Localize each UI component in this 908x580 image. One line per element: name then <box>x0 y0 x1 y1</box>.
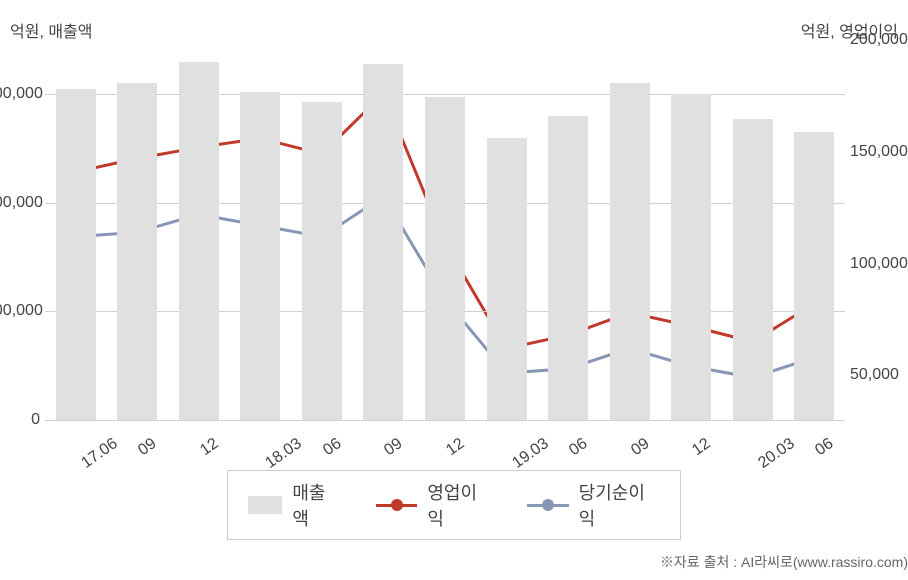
y-tick-right: 200,000 <box>850 31 908 49</box>
x-tick: 12 <box>689 435 714 460</box>
x-tick: 06 <box>320 435 345 460</box>
legend-line1-swatch <box>376 504 417 507</box>
legend-line2-label: 당기순이익 <box>579 479 660 531</box>
x-tick: 17.06 <box>78 435 121 473</box>
chart-container: 억원, 매출액 억원, 영업이익 0200,000400,000600,0005… <box>0 0 908 580</box>
x-tick: 09 <box>382 435 407 460</box>
y-tick-right: 50,000 <box>850 366 908 384</box>
y-tick-left: 200,000 <box>0 302 40 320</box>
legend: 매출액 영업이익 당기순이익 <box>227 470 681 540</box>
y-tick-left: 0 <box>0 411 40 429</box>
x-tick: 20.03 <box>755 435 798 473</box>
bar <box>240 92 280 420</box>
y-tick-right: 100,000 <box>850 255 908 273</box>
x-tick: 09 <box>628 435 653 460</box>
x-tick: 09 <box>136 435 161 460</box>
y-tick-right: 150,000 <box>850 143 908 161</box>
bar <box>548 116 588 420</box>
bar <box>671 94 711 420</box>
x-tick: 06 <box>812 435 837 460</box>
bar <box>733 119 773 420</box>
bar <box>179 62 219 420</box>
legend-item-line1: 영업이익 <box>376 479 492 531</box>
gridline <box>45 420 845 421</box>
x-tick: 18.03 <box>263 435 306 473</box>
bar <box>363 64 403 420</box>
y-tick-left: 600,000 <box>0 85 40 103</box>
legend-line1-label: 영업이익 <box>427 479 492 531</box>
x-tick: 19.03 <box>509 435 552 473</box>
legend-item-bars: 매출액 <box>248 479 341 531</box>
plot-area: 0200,000400,000600,00050,000100,000150,0… <box>45 40 845 420</box>
footer-note: ※자료 출처 : AI라씨로(www.rassiro.com) <box>660 552 908 572</box>
bar <box>487 138 527 420</box>
bar <box>610 83 650 420</box>
x-tick: 06 <box>566 435 591 460</box>
legend-bar-label: 매출액 <box>292 479 341 531</box>
legend-item-line2: 당기순이익 <box>527 479 660 531</box>
bar <box>425 97 465 420</box>
legend-line2-swatch <box>527 504 568 507</box>
gridline <box>45 94 845 95</box>
x-tick: 12 <box>443 435 468 460</box>
bar <box>302 102 342 420</box>
bar <box>794 132 834 420</box>
legend-bar-swatch <box>248 496 282 514</box>
bar <box>56 89 96 420</box>
y-tick-left: 400,000 <box>0 194 40 212</box>
left-axis-label: 억원, 매출액 <box>10 18 93 42</box>
x-tick: 12 <box>197 435 222 460</box>
bar <box>117 83 157 420</box>
